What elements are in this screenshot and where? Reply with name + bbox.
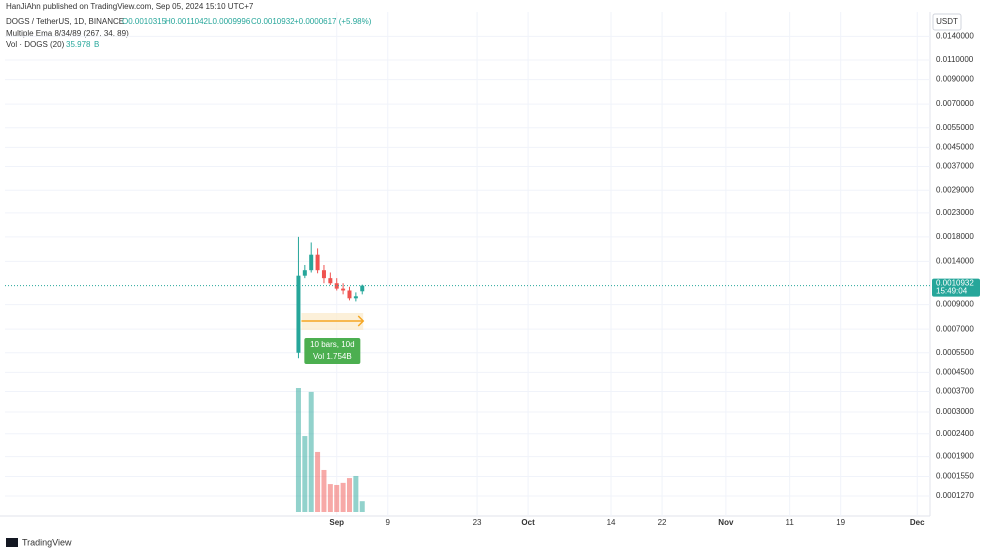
candle-body: [341, 288, 346, 291]
y-tick-label: 0.0018000: [936, 232, 974, 241]
candle-body: [296, 275, 301, 353]
y-tick-label: 0.0045000: [936, 142, 974, 151]
last-price-box: [932, 278, 980, 297]
y-tick-label: 0.0023000: [936, 208, 974, 217]
ohlc-change: +0.0000617 (+5.98%): [294, 17, 372, 26]
y-tick-label: 0.0007000: [936, 324, 974, 333]
y-tick-label: 0.0005500: [936, 348, 974, 357]
publisher: HanJiAhn published on TradingView.com, S…: [6, 2, 254, 11]
y-tick-label: 0.0037000: [936, 162, 974, 171]
x-tick-label: 19: [836, 518, 845, 527]
ohlc-high: H0.0011042: [165, 17, 209, 26]
x-tick-label: 22: [658, 518, 667, 527]
candle-body: [321, 270, 326, 279]
y-tick-label: 0.0001270: [936, 491, 974, 500]
measure-label-box: [304, 338, 361, 364]
y-tick-label: 0.0003000: [936, 407, 974, 416]
indicator: Multiple Ema 8/34/89 (267, 34, 89): [6, 29, 129, 38]
volume-bar: [321, 469, 327, 512]
countdown: 15:49:04: [936, 287, 968, 296]
x-tick-label: Nov: [718, 518, 734, 527]
candle-body: [353, 296, 358, 299]
candle-body: [334, 283, 339, 289]
candle-body: [328, 278, 333, 284]
ohlc-close: C0.0010932: [251, 17, 295, 26]
y-tick-label: 0.0070000: [936, 99, 974, 108]
y-tick-label: 0.0001550: [936, 472, 974, 481]
x-tick-label: 14: [607, 518, 616, 527]
candle-body: [360, 285, 365, 292]
y-tick-label: 0.0014000: [936, 257, 974, 266]
symbol: DOGS / TetherUS, 1D, BINANCE: [6, 17, 124, 26]
x-tick-label: Dec: [910, 518, 925, 527]
volume-bar: [334, 484, 340, 512]
candle-body: [347, 290, 352, 299]
volume-bar: [359, 501, 365, 512]
y-tick-label: 0.0140000: [936, 31, 974, 40]
y-tick-label: 0.0003700: [936, 387, 974, 396]
last-price: 0.0010932: [936, 279, 974, 288]
measure-arrowhead: [357, 315, 365, 327]
x-tick-label: Sep: [329, 518, 344, 527]
volume-bar: [340, 482, 346, 512]
candle-body: [302, 270, 307, 276]
y-tick-label: 0.0055000: [936, 123, 974, 132]
volume-bar: [308, 391, 314, 512]
candle-body: [309, 254, 314, 271]
x-tick-label: 9: [386, 518, 391, 527]
x-tick-label: 23: [473, 518, 482, 527]
volume-bar: [353, 475, 359, 512]
ohlc-open: O0.0010315: [122, 17, 167, 26]
volume-bar: [302, 436, 308, 512]
currency-box[interactable]: [932, 13, 962, 31]
volume-bar: [346, 478, 352, 512]
volume-bar: [295, 388, 301, 512]
y-tick-label: 0.0009000: [936, 300, 974, 309]
x-tick-label: Oct: [521, 518, 535, 527]
footer: TradingView: [22, 537, 72, 547]
y-tick-label: 0.0004500: [936, 367, 974, 376]
measure-label: 10 bars, 10d: [310, 340, 354, 349]
y-tick-label: 0.0090000: [936, 75, 974, 84]
volume-bar: [315, 451, 321, 512]
volume-bar: [327, 484, 333, 512]
volume-value: 35.978: [66, 40, 91, 49]
y-tick-label: 0.0002400: [936, 429, 974, 438]
x-tick-label: 11: [785, 518, 794, 527]
currency: USDT: [936, 17, 958, 26]
candle-body: [315, 254, 320, 271]
logo: [6, 538, 18, 547]
volume-unit: B: [94, 40, 99, 49]
ohlc-low: L0.0009996: [208, 17, 251, 26]
measure-label: Vol 1.754B: [313, 352, 352, 361]
y-tick-label: 0.0029000: [936, 185, 974, 194]
volume-label: Vol · DOGS (20): [6, 40, 65, 49]
y-tick-label: 0.0110000: [936, 55, 974, 64]
y-tick-label: 0.0001900: [936, 452, 974, 461]
